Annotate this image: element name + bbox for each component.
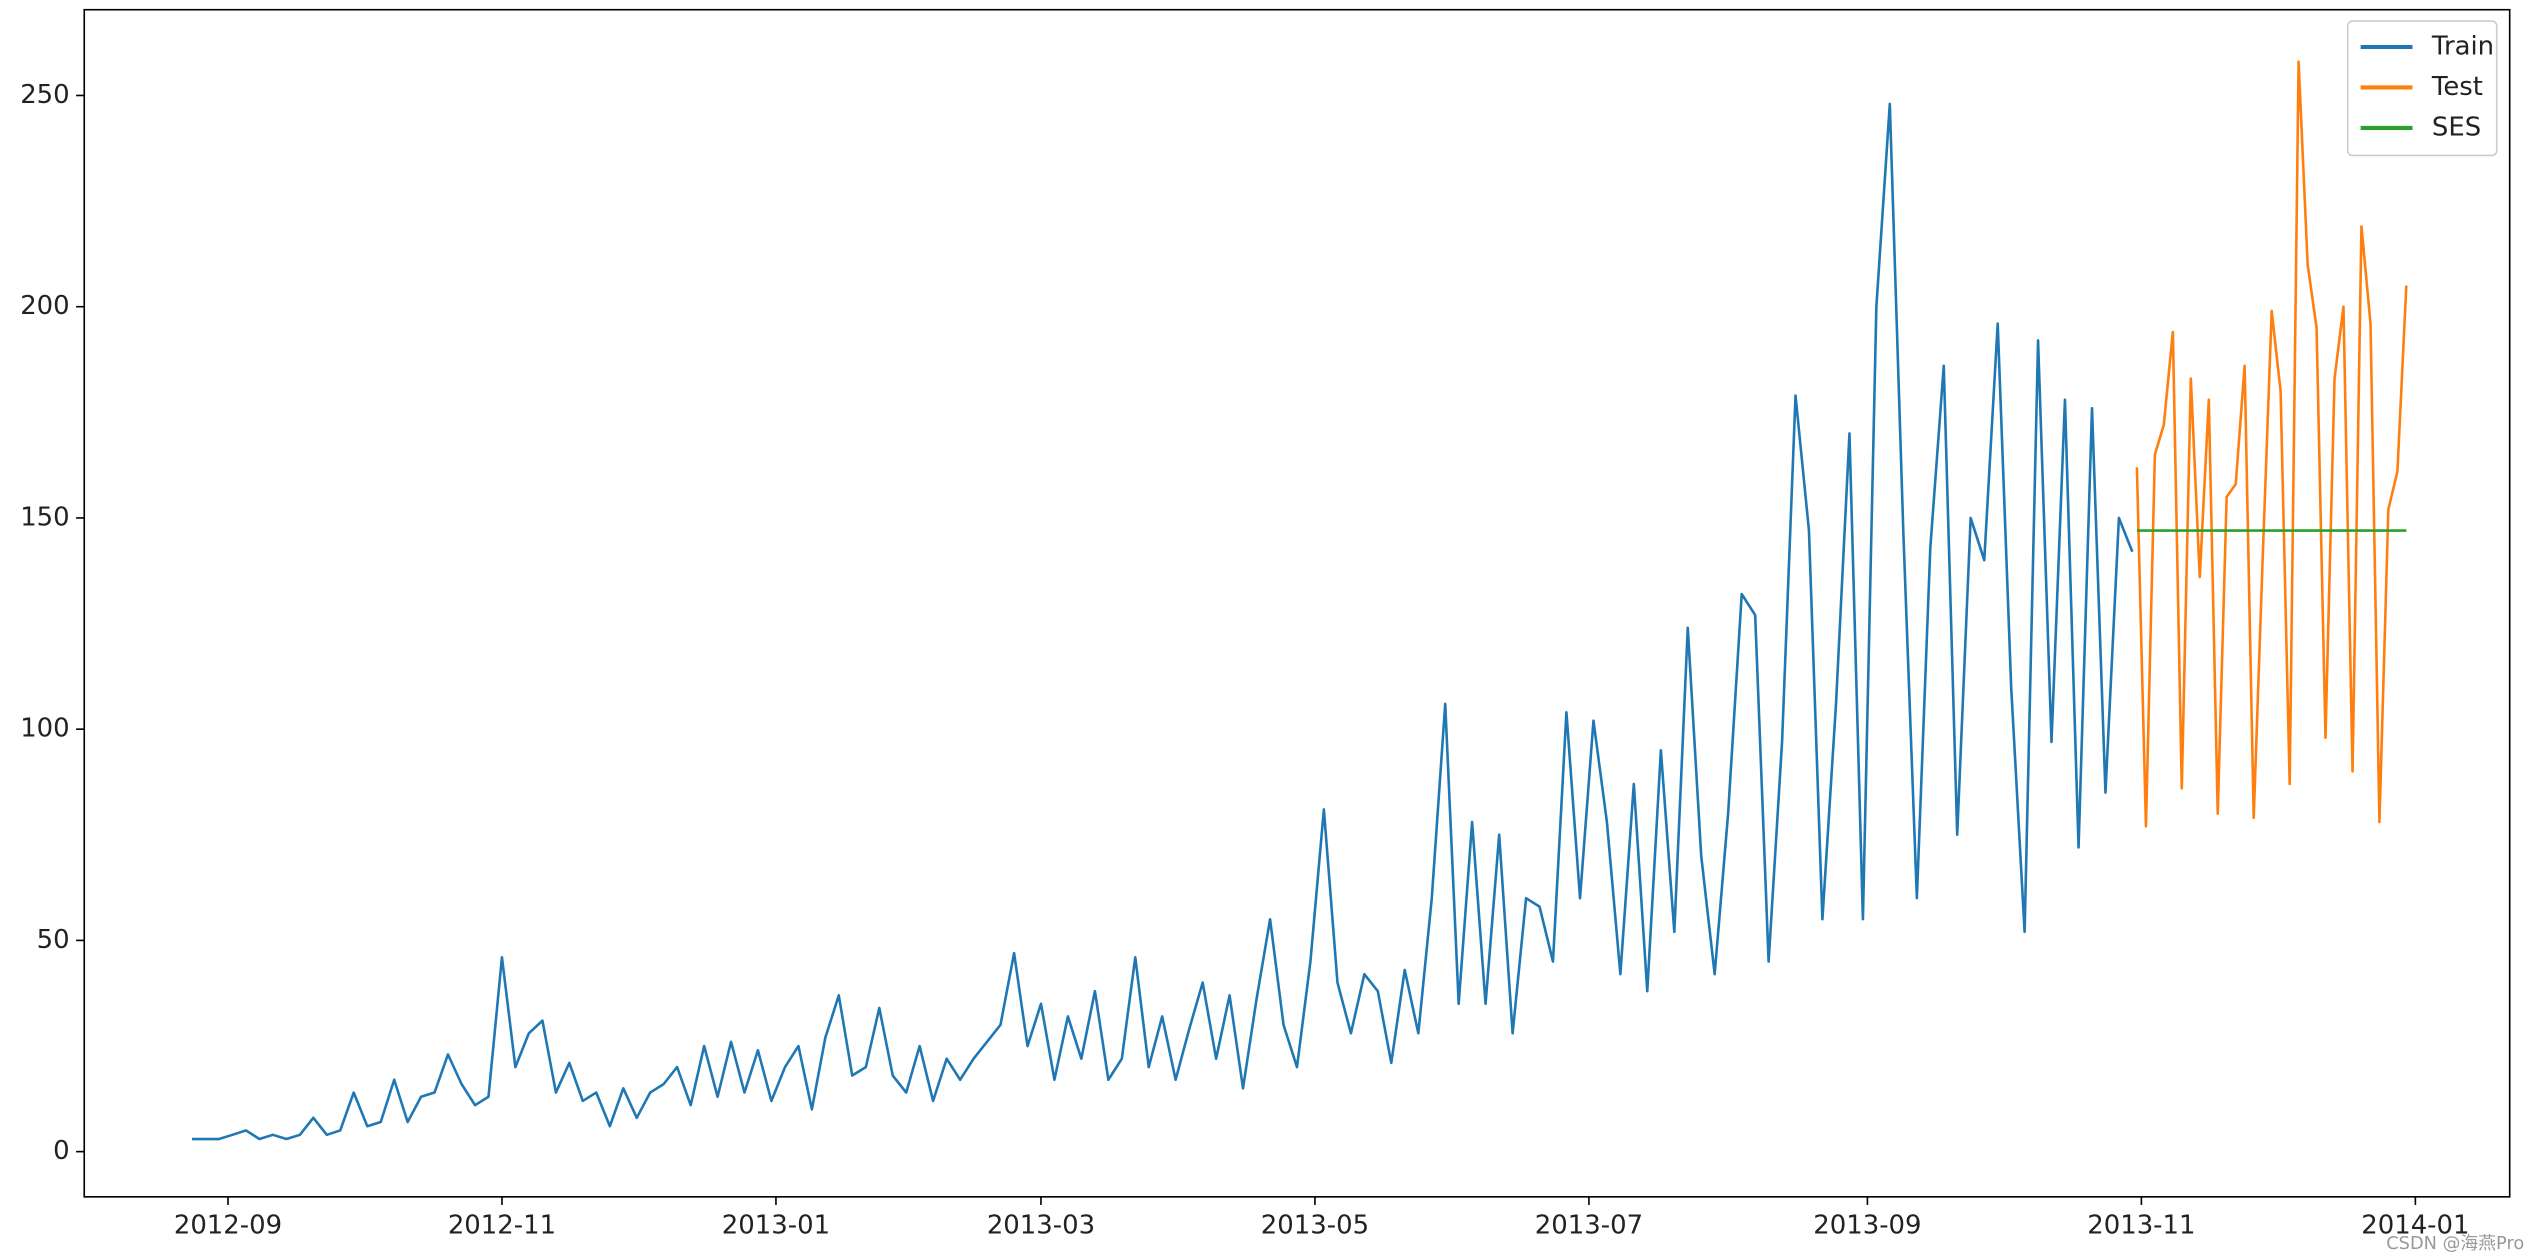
line-test (2135, 60, 2408, 828)
y-tick-label: 250 (20, 80, 69, 110)
x-tick-label: 2012-11 (448, 1210, 556, 1240)
y-tick-label: 50 (37, 925, 70, 955)
legend: Train Test SES (2346, 20, 2498, 157)
x-tick-label: 2013-09 (1813, 1210, 1921, 1240)
line-train (191, 102, 2134, 1141)
legend-label: Test (2431, 72, 2483, 102)
y-tick-label: 0 (53, 1136, 69, 1166)
x-tick-label: 2013-11 (2087, 1210, 2195, 1240)
x-tick-label: 2012-09 (174, 1210, 282, 1240)
legend-label: SES (2432, 112, 2481, 142)
legend-label: Train (2431, 31, 2494, 61)
y-tick-label: 200 (20, 291, 69, 321)
x-tick-label: 2013-07 (1535, 1210, 1643, 1240)
x-tick-label: 2013-05 (1261, 1210, 1369, 1240)
x-tick-label: 2013-01 (722, 1210, 830, 1240)
legend-frame (2346, 20, 2498, 157)
watermark: CSDN @海燕Pro (2386, 1233, 2524, 1254)
x-tick-label: 2014-01 (2361, 1210, 2469, 1240)
plot-frame (83, 8, 2511, 1198)
y-tick-label: 150 (20, 502, 69, 532)
x-tick-label: 2013-03 (987, 1210, 1095, 1240)
y-tick-label: 100 (20, 714, 69, 744)
